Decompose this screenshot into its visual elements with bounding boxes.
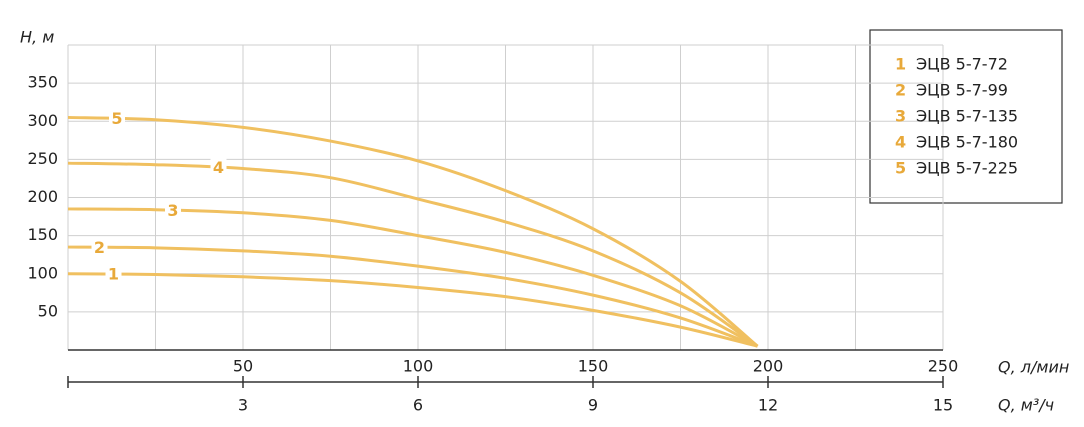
y-tick-label: 50 [38,301,58,320]
y-tick-label: 250 [27,149,58,168]
legend-number: 3 [895,107,906,126]
y-tick-label: 350 [27,73,58,92]
x2-tick-label: 15 [933,396,953,415]
x-tick-label: 100 [403,357,434,376]
x-tick-label: 150 [578,357,609,376]
curve [67,207,759,348]
y-tick-label: 100 [27,263,58,282]
curve [67,272,758,348]
legend-label: ЭЦВ 5-7-72 [916,55,1008,74]
y-tick-label: 150 [27,225,58,244]
x2-tick-label: 6 [413,396,423,415]
curve [67,115,759,348]
curve [67,161,759,348]
curve-label-bg [109,109,125,128]
legend-label: ЭЦВ 5-7-135 [916,107,1018,126]
curve-label: 2 [94,238,105,257]
y-tick-label: 300 [27,111,58,130]
legend-label: ЭЦВ 5-7-180 [916,133,1018,152]
curve-label-bg [105,265,122,284]
legend-number: 1 [895,55,906,74]
legend-label: ЭЦВ 5-7-225 [916,159,1018,178]
curve [67,245,759,348]
y-axis-label: H, м [20,28,54,47]
x2-tick-label: 9 [588,396,598,415]
curve-label: 4 [213,158,224,177]
x-tick-label: 250 [928,357,959,376]
legend-label: ЭЦВ 5-7-99 [916,81,1008,100]
curve-label: 3 [167,201,178,220]
curve-label: 1 [108,265,119,284]
legend-number: 4 [895,133,906,152]
x2-axis-label: Q, м³/ч [998,396,1054,415]
legend-number: 5 [895,159,906,178]
x2-tick-label: 12 [758,396,778,415]
curve-label: 5 [111,109,122,128]
legend-number: 2 [895,81,906,100]
curve-label-bg [210,158,227,177]
x-tick-label: 50 [233,357,253,376]
x-axis-label: Q, л/мин [998,358,1069,377]
x2-tick-label: 3 [238,396,248,415]
curve-label-bg [165,201,181,220]
y-tick-label: 200 [27,187,58,206]
curve-label-bg [91,238,108,257]
x-tick-label: 200 [753,357,784,376]
legend-box [869,29,1063,204]
